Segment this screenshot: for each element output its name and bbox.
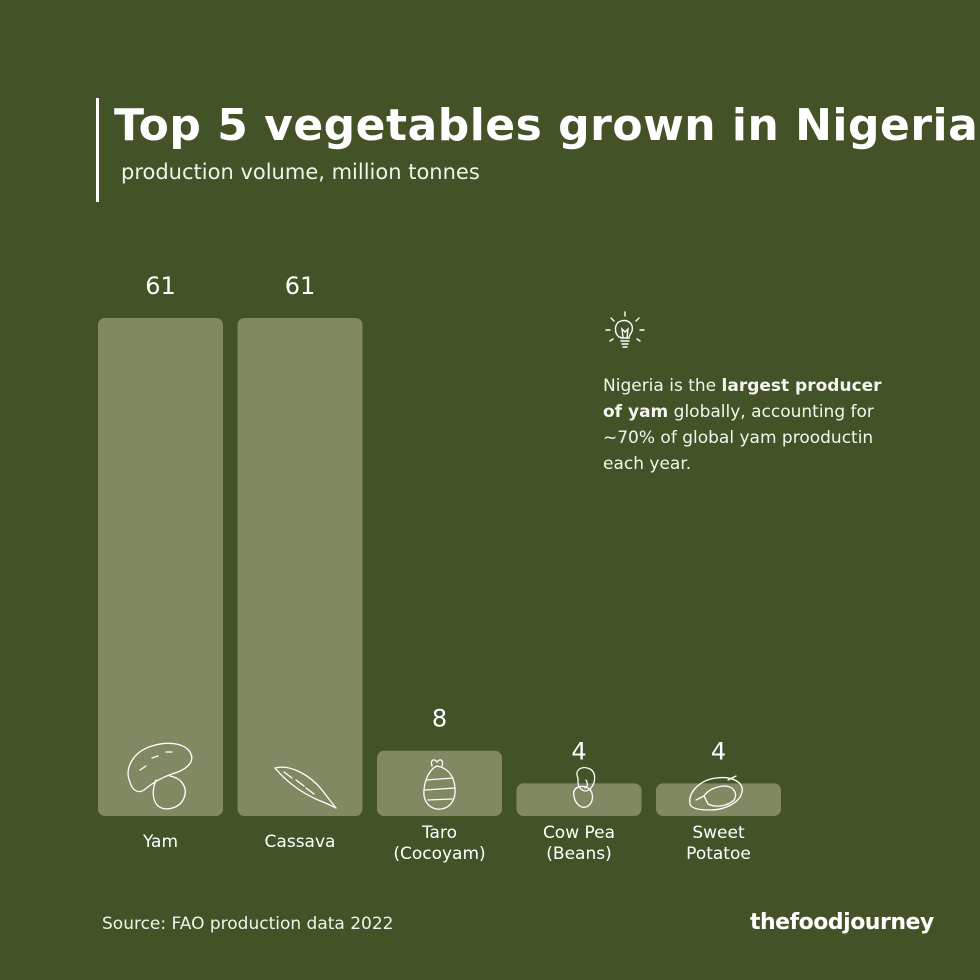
yam-icon (127, 742, 193, 810)
title-accent-bar (96, 98, 99, 202)
sweet-potato-icon (689, 775, 743, 811)
data-label: 4 (711, 737, 726, 765)
category-label: Yam (142, 832, 178, 852)
brand-logo: thefoodjourney (750, 910, 934, 935)
bar (516, 783, 642, 816)
data-label: 61 (145, 272, 176, 300)
bean-icon (573, 766, 596, 808)
bar (656, 783, 781, 816)
taro-icon (423, 759, 456, 810)
bar (237, 318, 363, 816)
source-note: Source: FAO production data 2022 (102, 914, 394, 934)
chart-subtitle: production volume, million tonnes (121, 160, 480, 184)
callout-text: Nigeria is the largest producer of yam g… (603, 376, 882, 474)
category-label: Taro (Cocoyam) (393, 823, 485, 864)
callout-highlight: largest producer of yam (603, 376, 882, 422)
data-label: 61 (285, 272, 316, 300)
category-label: Cow Pea (Beans) (543, 823, 615, 864)
category-label: Cassava (265, 832, 336, 852)
data-label: 8 (432, 705, 447, 733)
bar (377, 750, 502, 816)
data-label: 4 (571, 737, 586, 765)
bar (98, 318, 223, 816)
lightbulb-icon (605, 311, 645, 348)
cassava-icon (274, 766, 337, 809)
chart-title: Top 5 vegetables grown in Nigeria (114, 100, 979, 151)
category-label: Sweet Potatoe (686, 823, 751, 864)
